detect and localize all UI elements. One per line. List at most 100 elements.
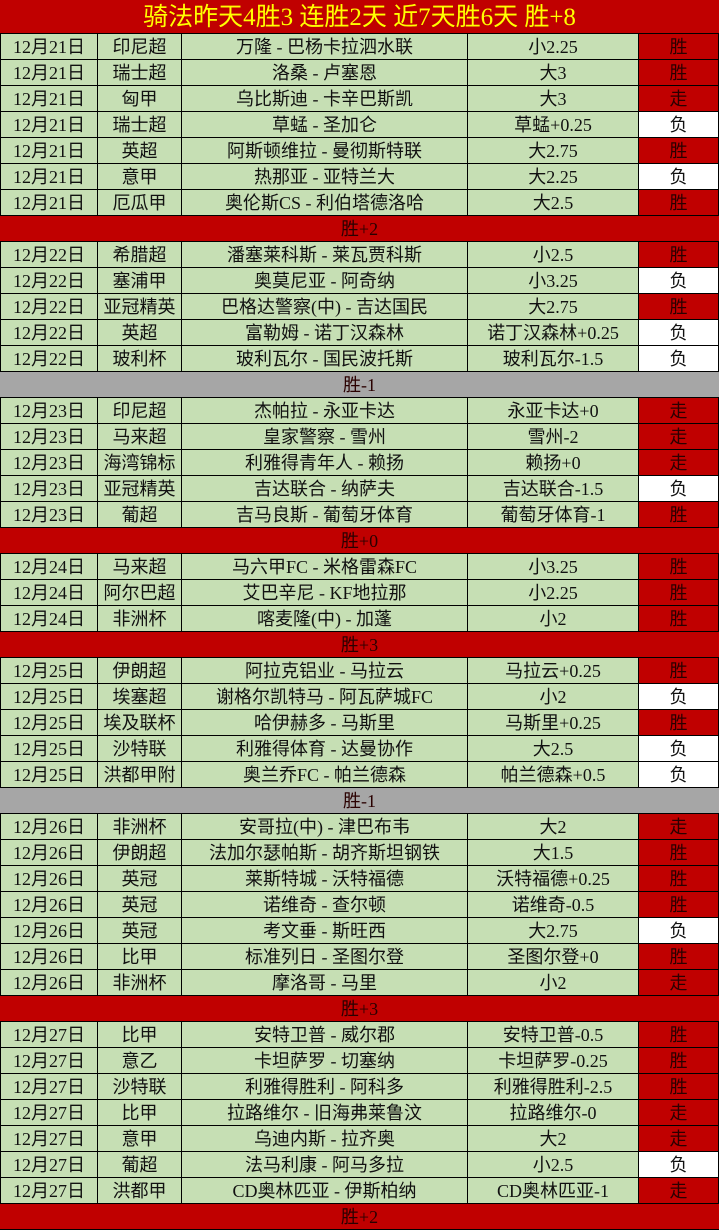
tip-cell: 大2.5	[468, 736, 639, 761]
daily-summary-row: 胜+2	[0, 216, 719, 242]
match-cell: 阿斯顿维拉 - 曼彻斯特联	[182, 138, 468, 163]
match-cell: 哈伊赫多 - 马斯里	[182, 710, 468, 735]
tip-cell: 马斯里+0.25	[468, 710, 639, 735]
table-row: 12月27日 葡超 法马利康 - 阿马多拉 小2.5 负	[0, 1152, 719, 1178]
match-cell: 马六甲FC - 米格雷森FC	[182, 554, 468, 579]
league-cell: 非洲杯	[98, 606, 182, 631]
result-cell: 走	[639, 86, 719, 111]
league-cell: 意乙	[98, 1048, 182, 1073]
league-cell: 埃塞超	[98, 684, 182, 709]
result-cell: 走	[639, 1126, 719, 1151]
result-cell: 胜	[639, 1048, 719, 1073]
match-cell: 安特卫普 - 威尔郡	[182, 1022, 468, 1047]
tip-cell: 小3.25	[468, 268, 639, 293]
match-cell: 安哥拉(中) - 津巴布韦	[182, 814, 468, 839]
league-cell: 洪都甲	[98, 1178, 182, 1203]
date-cell: 12月26日	[0, 866, 98, 891]
league-cell: 英冠	[98, 866, 182, 891]
date-cell: 12月27日	[0, 1178, 98, 1203]
match-cell: 利雅得胜利 - 阿科多	[182, 1074, 468, 1099]
result-cell: 走	[639, 450, 719, 475]
date-cell: 12月23日	[0, 502, 98, 527]
tip-cell: 小2.5	[468, 242, 639, 267]
league-cell: 比甲	[98, 1100, 182, 1125]
result-cell: 胜	[639, 658, 719, 683]
tip-cell: 大2.25	[468, 164, 639, 189]
table-row: 12月25日 埃及联杯 哈伊赫多 - 马斯里 马斯里+0.25 胜	[0, 710, 719, 736]
table-row: 12月21日 厄瓜甲 奥伦斯CS - 利伯塔德洛哈 大2.5 胜	[0, 190, 719, 216]
league-cell: 沙特联	[98, 1074, 182, 1099]
match-cell: 考文垂 - 斯旺西	[182, 918, 468, 943]
league-cell: 非洲杯	[98, 814, 182, 839]
date-cell: 12月24日	[0, 606, 98, 631]
league-cell: 意甲	[98, 1126, 182, 1151]
result-cell: 胜	[639, 606, 719, 631]
tip-cell: 小2	[468, 684, 639, 709]
table-row: 12月27日 沙特联 利雅得胜利 - 阿科多 利雅得胜利-2.5 胜	[0, 1074, 719, 1100]
league-cell: 厄瓜甲	[98, 190, 182, 215]
league-cell: 葡超	[98, 1152, 182, 1177]
result-cell: 负	[639, 1152, 719, 1177]
match-cell: 巴格达警察(中) - 吉达国民	[182, 294, 468, 319]
league-cell: 印尼超	[98, 398, 182, 423]
league-cell: 阿尔巴超	[98, 580, 182, 605]
tip-cell: 永亚卡达+0	[468, 398, 639, 423]
table-row: 12月23日 葡超 吉马良斯 - 葡萄牙体育 葡萄牙体育-1 胜	[0, 502, 719, 528]
match-cell: 阿拉克铝业 - 马拉云	[182, 658, 468, 683]
match-cell: 利雅得青年人 - 赖扬	[182, 450, 468, 475]
date-cell: 12月21日	[0, 138, 98, 163]
daily-summary-row: 胜+3	[0, 632, 719, 658]
tip-cell: 赖扬+0	[468, 450, 639, 475]
date-cell: 12月26日	[0, 970, 98, 995]
tip-cell: 大3	[468, 60, 639, 85]
table-row: 12月23日 马来超 皇家警察 - 雪州 雪州-2 走	[0, 424, 719, 450]
league-cell: 伊朗超	[98, 658, 182, 683]
league-cell: 伊朗超	[98, 840, 182, 865]
result-cell: 负	[639, 112, 719, 137]
result-cell: 胜	[639, 710, 719, 735]
match-cell: 富勒姆 - 诺丁汉森林	[182, 320, 468, 345]
date-cell: 12月25日	[0, 736, 98, 761]
daily-summary-row: 胜-1	[0, 372, 719, 398]
league-cell: 意甲	[98, 164, 182, 189]
tip-cell: 小2	[468, 970, 639, 995]
result-cell: 胜	[639, 190, 719, 215]
league-cell: 印尼超	[98, 34, 182, 59]
result-cell: 走	[639, 398, 719, 423]
league-cell: 玻利杯	[98, 346, 182, 371]
result-cell: 胜	[639, 1022, 719, 1047]
date-cell: 12月23日	[0, 398, 98, 423]
result-cell: 走	[639, 424, 719, 449]
match-cell: 皇家警察 - 雪州	[182, 424, 468, 449]
match-cell: 艾巴辛尼 - KF地拉那	[182, 580, 468, 605]
league-cell: 希腊超	[98, 242, 182, 267]
table-row: 12月26日 英冠 诺维奇 - 查尔顿 诺维奇-0.5 胜	[0, 892, 719, 918]
table-row: 12月21日 匈甲 乌比斯迪 - 卡辛巴斯凯 大3 走	[0, 86, 719, 112]
league-cell: 比甲	[98, 944, 182, 969]
tip-cell: 小3.25	[468, 554, 639, 579]
date-cell: 12月21日	[0, 190, 98, 215]
result-cell: 胜	[639, 1074, 719, 1099]
table-row: 12月24日 马来超 马六甲FC - 米格雷森FC 小3.25 胜	[0, 554, 719, 580]
result-cell: 胜	[639, 554, 719, 579]
table-row: 12月26日 英冠 考文垂 - 斯旺西 大2.75 负	[0, 918, 719, 944]
table-row: 12月23日 海湾锦标 利雅得青年人 - 赖扬 赖扬+0 走	[0, 450, 719, 476]
table-row: 12月26日 英冠 莱斯特城 - 沃特福德 沃特福德+0.25 胜	[0, 866, 719, 892]
result-cell: 胜	[639, 944, 719, 969]
tip-cell: 拉路维尔-0	[468, 1100, 639, 1125]
result-cell: 负	[639, 684, 719, 709]
table-row: 12月24日 阿尔巴超 艾巴辛尼 - KF地拉那 小2.25 胜	[0, 580, 719, 606]
table-row: 12月27日 意甲 乌迪内斯 - 拉齐奥 大2 走	[0, 1126, 719, 1152]
date-cell: 12月27日	[0, 1100, 98, 1125]
match-cell: 卡坦萨罗 - 切塞纳	[182, 1048, 468, 1073]
daily-summary-row: 胜+0	[0, 528, 719, 554]
result-cell: 负	[639, 736, 719, 761]
table-row: 12月21日 印尼超 万隆 - 巴杨卡拉泗水联 小2.25 胜	[0, 34, 719, 60]
result-cell: 胜	[639, 840, 719, 865]
league-cell: 沙特联	[98, 736, 182, 761]
tip-cell: CD奥林匹亚-1	[468, 1178, 639, 1203]
date-cell: 12月21日	[0, 112, 98, 137]
date-cell: 12月25日	[0, 684, 98, 709]
date-cell: 12月22日	[0, 268, 98, 293]
